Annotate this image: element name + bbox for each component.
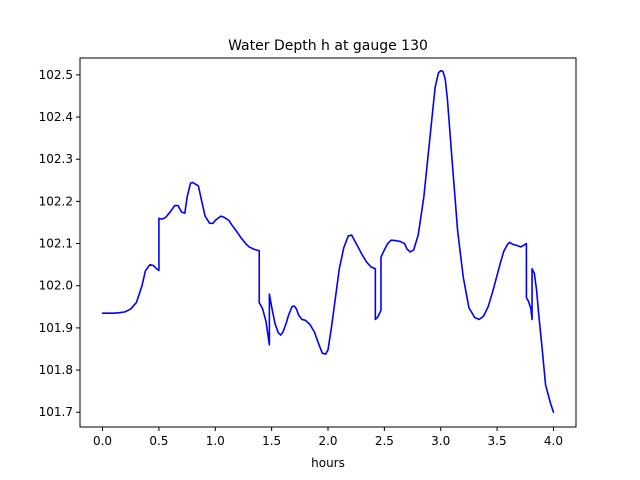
- x-axis-title: hours: [311, 456, 345, 470]
- y-tick-label: 102.3: [39, 152, 73, 166]
- x-tick-label: 1.5: [262, 434, 281, 448]
- x-tick-label: 2.5: [375, 434, 394, 448]
- y-tick-label: 101.7: [39, 405, 73, 419]
- x-tick-label: 4.0: [544, 434, 563, 448]
- y-tick-label: 102.5: [39, 68, 73, 82]
- x-tick-label: 2.0: [318, 434, 337, 448]
- y-tick-label: 102.4: [39, 110, 73, 124]
- y-tick-label: 102.0: [39, 279, 73, 293]
- y-tick-label: 102.1: [39, 237, 73, 251]
- x-tick-label: 3.0: [431, 434, 450, 448]
- x-tick-label: 0.5: [149, 434, 168, 448]
- series-layer: [101, 69, 555, 414]
- chart-title: Water Depth h at gauge 130: [228, 38, 428, 54]
- x-tick-label: 1.0: [206, 434, 225, 448]
- series-line: [101, 69, 555, 414]
- x-tick-label: 3.5: [488, 434, 507, 448]
- plot-area-frame: [79, 57, 577, 428]
- y-tick-label: 101.8: [39, 363, 73, 377]
- y-tick-label: 101.9: [39, 321, 73, 335]
- y-axis: 101.7 101.8 101.9 102.0 102.1 102.2 102.3 102.4…: [39, 68, 80, 419]
- x-tick-label: 0.0: [93, 434, 112, 448]
- y-tick-label: 102.2: [39, 194, 73, 208]
- x-axis: 0.0 0.5 1.0 1.5 2.0 2.5 3.0 3.5 4.0: [93, 427, 563, 448]
